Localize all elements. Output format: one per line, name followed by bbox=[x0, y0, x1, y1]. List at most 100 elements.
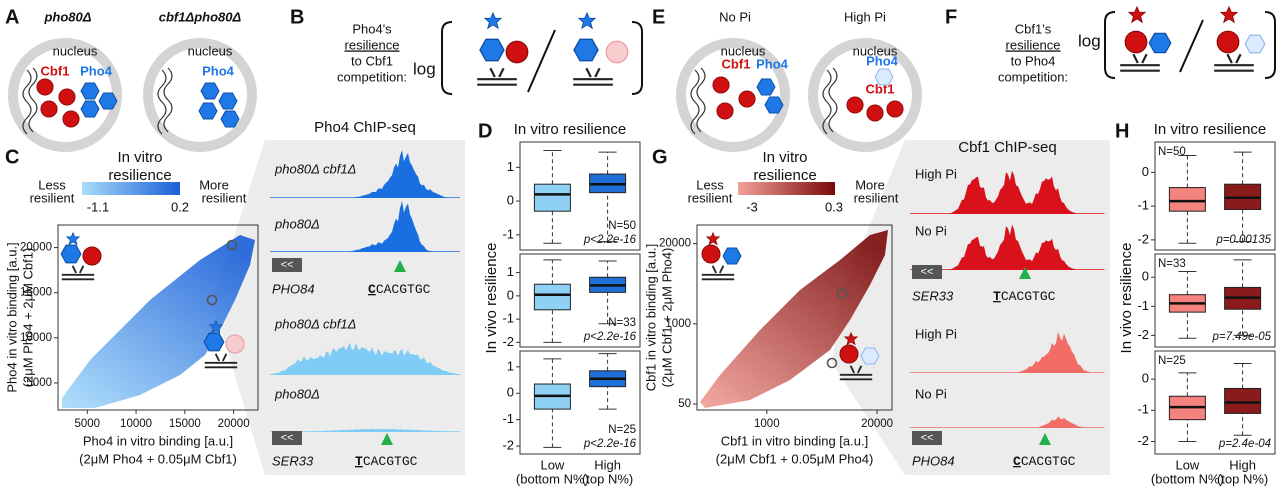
x-group-note: (bottom N%) bbox=[1151, 471, 1224, 486]
y-tick-label: 0 bbox=[507, 287, 514, 302]
motif-site: T bbox=[993, 289, 1001, 304]
point-cloud bbox=[700, 230, 888, 408]
plot-frame bbox=[57, 224, 259, 411]
protein-label: Pho4 bbox=[866, 53, 899, 68]
icon bbox=[82, 246, 102, 266]
box bbox=[1168, 187, 1206, 212]
panel-title: In vitro resilience bbox=[1154, 121, 1267, 138]
colorbar bbox=[738, 182, 835, 195]
x-axis-label: (2μM Pho4 + 0.05μM Cbf1) bbox=[79, 451, 237, 466]
strand-arrow: << bbox=[281, 432, 294, 444]
n-label: N=33 bbox=[608, 317, 636, 329]
motif-marker bbox=[1019, 267, 1031, 279]
strain-label: cbf1Δpho80Δ bbox=[159, 9, 242, 24]
strain-label: pho80Δ bbox=[43, 9, 91, 24]
n-label: N=25 bbox=[608, 424, 636, 436]
n-label: N=50 bbox=[1158, 146, 1186, 158]
protein-label: Pho4 bbox=[202, 63, 235, 78]
icon bbox=[203, 332, 225, 352]
highlight-ring bbox=[226, 239, 238, 251]
protein-label: Pho4 bbox=[756, 56, 789, 71]
x-tick-label: 15000 bbox=[169, 418, 201, 430]
motif-marker bbox=[1039, 433, 1051, 445]
gene-label: SER33 bbox=[272, 453, 314, 468]
panel-letter: H bbox=[1115, 120, 1129, 142]
highlight-ring bbox=[826, 357, 838, 369]
plot-frame bbox=[696, 224, 893, 411]
caption-text: Pho4's bbox=[352, 21, 392, 36]
colorbar-high-label: resilient bbox=[202, 190, 247, 205]
caption-text: to Cbf1 bbox=[351, 53, 393, 68]
motif-sequence: CCACGTGC bbox=[1013, 454, 1076, 469]
x-tick-label: 20000 bbox=[861, 418, 893, 430]
colorbar-title: resilience bbox=[108, 167, 171, 184]
chip-region bbox=[832, 140, 1110, 475]
motif-sequence: TCACGTGC bbox=[355, 454, 418, 469]
y-axis-label: Pho4 in vitro binding [a.u.] bbox=[4, 242, 19, 392]
y-tick-label: -1 bbox=[1137, 298, 1149, 313]
colorbar-high-label: More bbox=[855, 177, 885, 192]
y-tick-label: 20000 bbox=[659, 238, 691, 250]
y-tick-label: -1 bbox=[1137, 402, 1149, 417]
y-tick-label: 0 bbox=[1142, 269, 1149, 284]
track-signal bbox=[910, 170, 1105, 214]
track-signal bbox=[910, 331, 1105, 373]
protein-label: Pho4 bbox=[80, 63, 113, 78]
n-label: N=33 bbox=[1158, 258, 1186, 270]
icon bbox=[706, 232, 720, 245]
track-signal bbox=[910, 416, 1105, 428]
y-tick-label: 50 bbox=[678, 398, 691, 410]
caption-text: resilience bbox=[345, 37, 400, 52]
y-tick-label: 0 bbox=[507, 193, 514, 208]
colorbar-title: In vitro bbox=[117, 149, 162, 166]
x-group-note: (top N%) bbox=[582, 471, 633, 486]
colorbar-title: resilience bbox=[753, 167, 816, 184]
y-tick-label: -1 bbox=[502, 411, 514, 426]
track-signal bbox=[270, 150, 460, 198]
p-value: p=0.00135 bbox=[1215, 234, 1271, 246]
chip-title: Cbf1 ChIP-seq bbox=[958, 139, 1056, 156]
track-signal bbox=[270, 200, 460, 252]
x-axis-label: (2μM Cbf1 + 0.05μM Pho4) bbox=[716, 451, 874, 466]
y-tick-label: 15000 bbox=[20, 287, 52, 299]
motif-sequence: TCACGTGC bbox=[993, 289, 1056, 304]
icon bbox=[60, 244, 82, 264]
colorbar-title: In vitro bbox=[762, 149, 807, 166]
y-tick-label: -2 bbox=[502, 334, 514, 349]
x-group-label: High bbox=[594, 457, 621, 472]
y-tick-label: 1 bbox=[507, 159, 514, 174]
log-label: log bbox=[1078, 31, 1101, 50]
motif-marker bbox=[394, 260, 406, 272]
log-label: log bbox=[413, 59, 436, 78]
colorbar-min: -1.1 bbox=[87, 199, 109, 214]
colorbar-high-label: More bbox=[199, 177, 229, 192]
icon bbox=[701, 244, 721, 264]
motif-rest: CACGTGC bbox=[1021, 454, 1076, 469]
y-axis-label: In vivo resilience bbox=[483, 243, 500, 354]
icon bbox=[225, 334, 245, 354]
box bbox=[533, 183, 571, 212]
y-axis-label: (2μM Pho4 + 2μM Cbf1) bbox=[20, 248, 35, 388]
chip-title: Pho4 ChIP-seq bbox=[314, 119, 416, 136]
strand-arrow: << bbox=[921, 266, 934, 278]
strand-box bbox=[272, 431, 302, 445]
colorbar-low-label: Less bbox=[696, 177, 724, 192]
colorbar-low-label: Less bbox=[38, 177, 66, 192]
motif-marker bbox=[381, 433, 393, 445]
x-group-note: (bottom N%) bbox=[516, 471, 589, 486]
y-tick-label: -1 bbox=[502, 226, 514, 241]
y-axis-label: In vivo resilience bbox=[1118, 243, 1135, 354]
p-value: p=2.4e-04 bbox=[1218, 438, 1271, 450]
y-tick-label: 5000 bbox=[26, 377, 52, 389]
y-tick-label: -1 bbox=[502, 311, 514, 326]
p-value: p<2.2e-16 bbox=[583, 234, 637, 246]
nucleus-label: nucleus bbox=[188, 43, 233, 58]
colorbar-min: -3 bbox=[746, 199, 758, 214]
panel-letter: B bbox=[290, 6, 304, 28]
track-label: High Pi bbox=[915, 166, 957, 181]
colorbar-low-label: resilient bbox=[30, 190, 75, 205]
caption-text: resilience bbox=[1006, 37, 1061, 52]
x-tick-label: 5000 bbox=[74, 418, 100, 430]
icon bbox=[700, 264, 736, 281]
